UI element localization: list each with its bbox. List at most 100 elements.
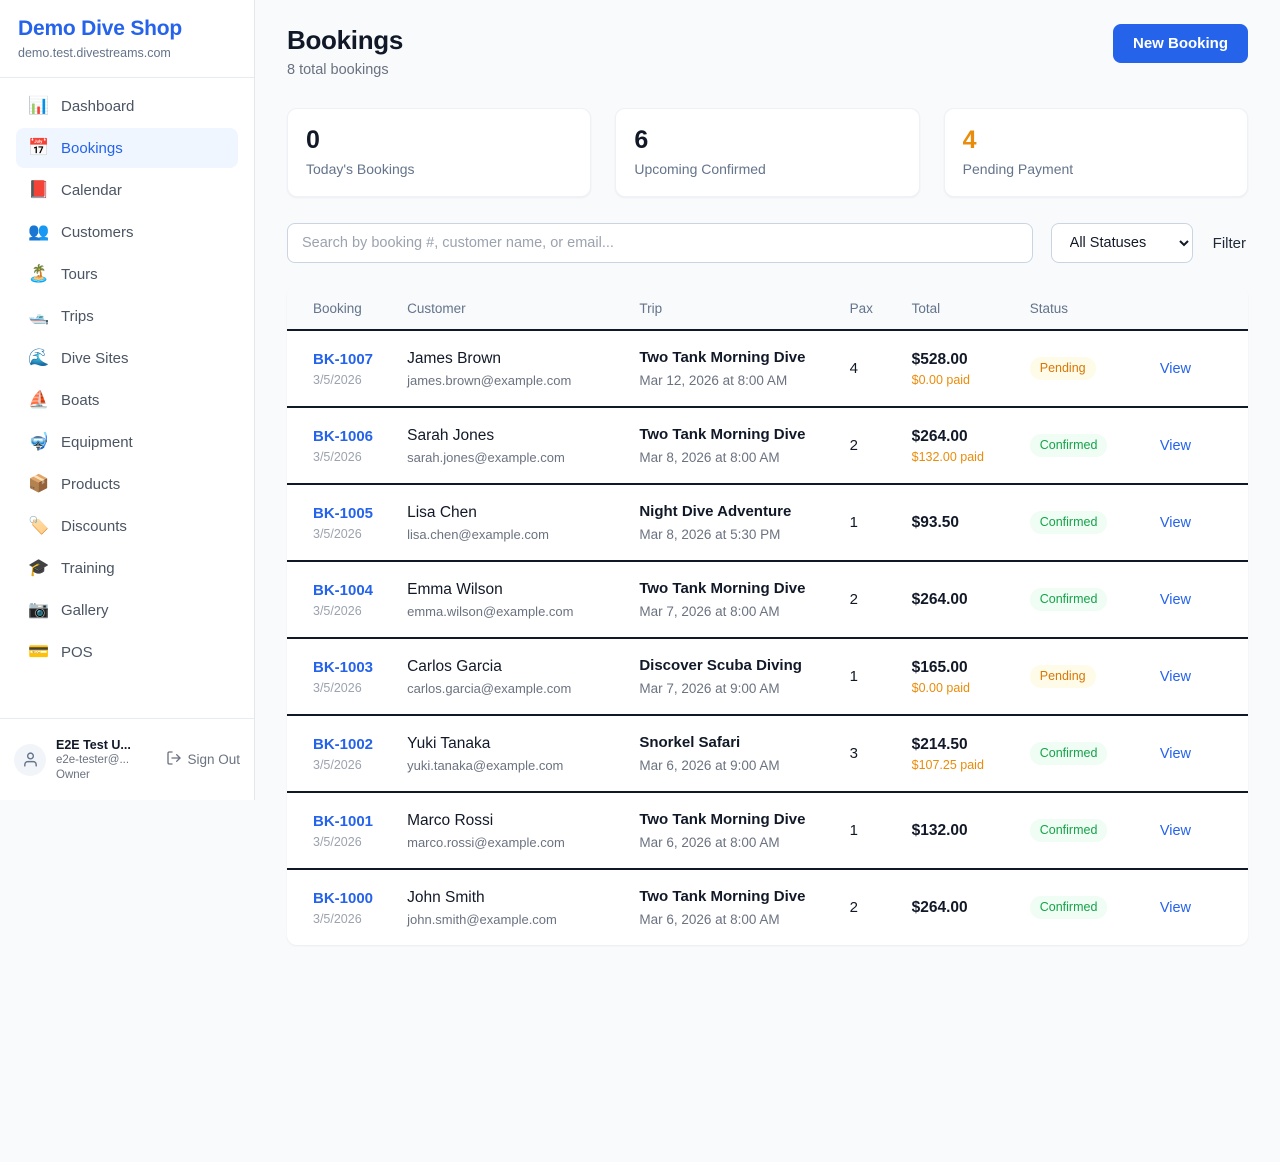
column-header-status: Status	[1019, 287, 1150, 331]
stat-label: Today's Bookings	[306, 161, 415, 177]
user-name: E2E Test U...	[56, 737, 131, 752]
sidebar-item-products[interactable]: 📦 Products	[16, 464, 238, 504]
sidebar-item-dive-sites[interactable]: 🌊 Dive Sites	[16, 338, 238, 378]
new-booking-button[interactable]: New Booking	[1112, 24, 1248, 63]
booking-cell: BK-1005 3/5/2026	[287, 484, 398, 562]
customer-cell: Yuki Tanaka yuki.tanaka@example.com	[397, 715, 630, 793]
booking-cell: BK-1003 3/5/2026	[287, 638, 398, 716]
trip-datetime: Mar 6, 2026 at 8:00 AM	[639, 912, 780, 927]
search-input[interactable]	[287, 223, 1033, 263]
sidebar: Demo Dive Shop demo.test.divestreams.com…	[0, 0, 255, 800]
stat-value: 0	[306, 126, 320, 154]
booking-created-date: 3/5/2026	[313, 527, 362, 541]
booking-created-date: 3/5/2026	[313, 681, 362, 695]
booking-number-link[interactable]: BK-1004	[313, 582, 374, 599]
view-booking-link[interactable]: View	[1159, 437, 1192, 454]
customer-name: Yuki Tanaka	[407, 735, 491, 752]
status-cell: Confirmed	[1019, 715, 1150, 793]
table-row[interactable]: BK-1000 3/5/2026 John Smith john.smith@exam…	[287, 869, 1248, 945]
view-booking-link[interactable]: View	[1159, 899, 1192, 916]
trip-datetime: Mar 6, 2026 at 8:00 AM	[639, 835, 780, 850]
credit-card-icon: 💳	[28, 642, 50, 661]
view-booking-link[interactable]: View	[1159, 822, 1192, 839]
island-icon: 🏝️	[28, 264, 50, 283]
paid-amount: $132.00 paid	[911, 450, 984, 464]
booking-number-link[interactable]: BK-1005	[313, 505, 374, 522]
trip-cell: Two Tank Morning Dive Mar 6, 2026 at 8:00…	[629, 869, 839, 945]
trip-name: Two Tank Morning Dive	[639, 580, 806, 597]
customer-email: sarah.jones@example.com	[407, 450, 565, 465]
view-booking-link[interactable]: View	[1159, 514, 1192, 531]
sidebar-item-pos[interactable]: 💳 POS	[16, 632, 238, 672]
tag-icon: 🏷️	[28, 516, 50, 535]
status-badge: Confirmed	[1029, 511, 1108, 534]
sidebar-item-label: Equipment	[61, 433, 133, 451]
sidebar-item-bookings[interactable]: 📅 Bookings	[16, 128, 238, 168]
status-cell: Pending	[1019, 330, 1150, 408]
table-row[interactable]: BK-1005 3/5/2026 Lisa Chen lisa.chen@exampl…	[287, 484, 1248, 562]
booking-number-link[interactable]: BK-1003	[313, 659, 374, 676]
sidebar-item-gallery[interactable]: 📷 Gallery	[16, 590, 238, 630]
total-amount: $264.00	[911, 591, 968, 608]
trip-datetime: Mar 7, 2026 at 8:00 AM	[639, 604, 780, 619]
status-cell: Confirmed	[1019, 484, 1150, 562]
view-booking-link[interactable]: View	[1159, 591, 1192, 608]
view-booking-link[interactable]: View	[1159, 745, 1192, 762]
brand-subdomain: demo.test.divestreams.com	[18, 46, 171, 60]
booking-number-link[interactable]: BK-1002	[313, 736, 374, 753]
status-cell: Confirmed	[1019, 561, 1150, 639]
trip-datetime: Mar 12, 2026 at 8:00 AM	[639, 373, 788, 388]
filter-button[interactable]: Filter	[1212, 234, 1246, 252]
booking-created-date: 3/5/2026	[313, 373, 362, 387]
total-amount: $165.00	[911, 659, 968, 676]
sidebar-item-equipment[interactable]: 🤿 Equipment	[16, 422, 238, 462]
column-header-total: Total	[901, 287, 1020, 331]
booking-cell: BK-1002 3/5/2026	[287, 715, 398, 793]
view-booking-link[interactable]: View	[1159, 360, 1192, 377]
pax-count: 2	[849, 899, 858, 916]
sidebar-item-boats[interactable]: ⛵ Boats	[16, 380, 238, 420]
customer-name: Carlos Garcia	[407, 658, 502, 675]
customer-cell: John Smith john.smith@example.com	[397, 869, 629, 945]
trip-datetime: Mar 7, 2026 at 9:00 AM	[639, 681, 780, 696]
motorboat-icon: 🛥️	[28, 306, 50, 325]
sidebar-item-dashboard[interactable]: 📊 Dashboard	[16, 86, 238, 126]
sidebar-item-training[interactable]: 🎓 Training	[16, 548, 238, 588]
booking-number-link[interactable]: BK-1006	[313, 428, 374, 445]
sidebar-item-label: Dive Sites	[61, 349, 129, 367]
sign-out-label: Sign Out	[187, 752, 240, 767]
customer-name: Marco Rossi	[407, 812, 494, 829]
sign-out-button[interactable]: Sign Out	[166, 750, 240, 769]
user-email: e2e-tester@...	[56, 753, 130, 766]
view-booking-link[interactable]: View	[1159, 668, 1192, 685]
brand-block: Demo Dive Shop demo.test.divestreams.com	[0, 0, 254, 78]
table-row[interactable]: BK-1006 3/5/2026 Sarah Jones sarah.jones@ex…	[287, 407, 1248, 485]
trip-cell: Two Tank Morning Dive Mar 7, 2026 at 8:00…	[629, 561, 840, 639]
table-row[interactable]: BK-1003 3/5/2026 Carlos Garcia carlos.garci…	[287, 638, 1248, 716]
booking-number-link[interactable]: BK-1001	[313, 813, 374, 830]
sidebar-item-discounts[interactable]: 🏷️ Discounts	[16, 506, 238, 546]
customer-cell: Marco Rossi marco.rossi@example.com	[397, 792, 630, 870]
table-head: Booking Customer Trip Pax Total Status	[287, 287, 1248, 331]
table-body: BK-1007 3/5/2026 James Brown james.brown@ex…	[287, 330, 1248, 945]
booking-number-link[interactable]: BK-1000	[313, 890, 374, 907]
table-row[interactable]: BK-1004 3/5/2026 Emma Wilson emma.wilson@ex…	[287, 561, 1248, 639]
total-amount: $214.50	[911, 736, 968, 753]
table-row[interactable]: BK-1002 3/5/2026 Yuki Tanaka yuki.tanaka@ex…	[287, 715, 1248, 793]
status-filter-select[interactable]: All Statuses	[1050, 223, 1193, 263]
status-cell: Pending	[1019, 638, 1150, 716]
trip-cell: Two Tank Morning Dive Mar 8, 2026 at 8:00…	[629, 407, 840, 485]
total-cell: $132.00	[901, 792, 1020, 870]
sidebar-item-calendar[interactable]: 📕 Calendar	[16, 170, 238, 210]
sidebar-item-label: Calendar	[61, 181, 122, 199]
booking-number-link[interactable]: BK-1007	[313, 351, 374, 368]
table-row[interactable]: BK-1007 3/5/2026 James Brown james.brown@ex…	[287, 330, 1248, 408]
trip-datetime: Mar 6, 2026 at 9:00 AM	[639, 758, 780, 773]
sidebar-item-customers[interactable]: 👥 Customers	[16, 212, 238, 252]
bookings-table: Booking Customer Trip Pax Total Status BK-100…	[287, 287, 1248, 945]
sidebar-item-tours[interactable]: 🏝️ Tours	[16, 254, 238, 294]
table-row[interactable]: BK-1001 3/5/2026 Marco Rossi marco.rossi@ex…	[287, 792, 1248, 870]
booking-created-date: 3/5/2026	[313, 912, 362, 926]
sidebar-item-trips[interactable]: 🛥️ Trips	[16, 296, 238, 336]
trip-name: Night Dive Adventure	[639, 503, 792, 520]
